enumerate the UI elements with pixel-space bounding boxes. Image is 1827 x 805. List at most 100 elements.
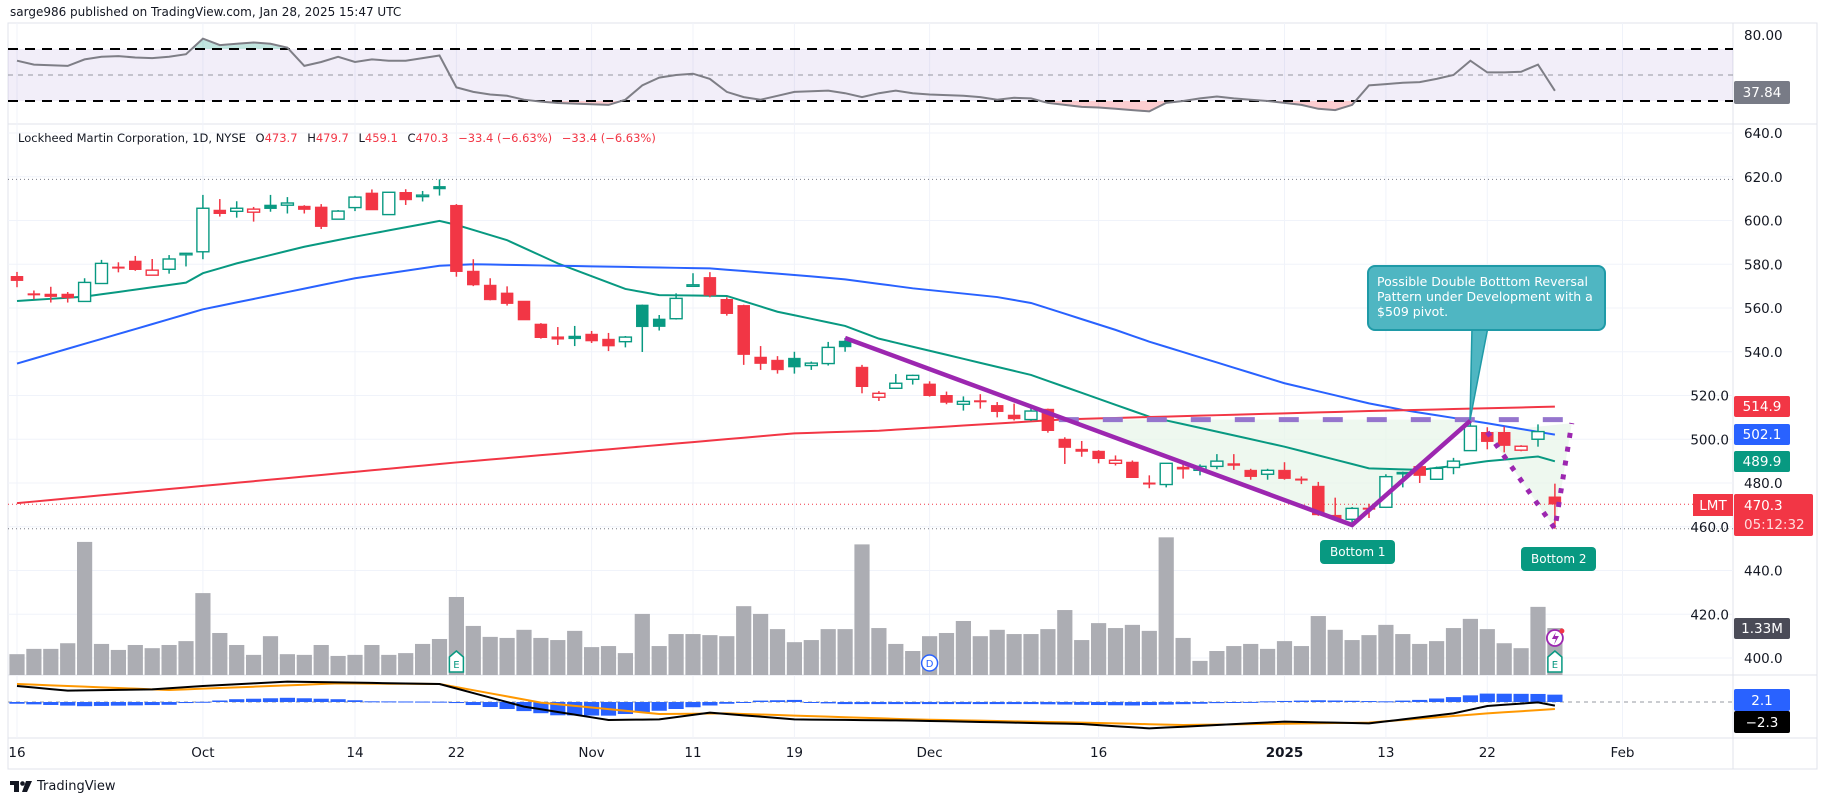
ohlc-low: L459.1 <box>358 131 397 145</box>
macd-histogram-bar <box>786 699 802 702</box>
candle <box>956 396 971 411</box>
candle-body <box>855 366 869 387</box>
volume-bar <box>1226 646 1242 675</box>
candle <box>1481 427 1494 450</box>
candle <box>264 194 277 212</box>
pattern-fill-area <box>1066 419 1471 525</box>
macd-histogram-bar <box>212 700 228 702</box>
macd-histogram-bar <box>651 702 667 711</box>
candle <box>500 286 514 306</box>
macd-histogram-bar <box>127 702 143 706</box>
date-axis[interactable]: 16 Oct 14 22 Nov 11 19 Dec 16 2025 13 22 Feb <box>8 745 1634 761</box>
candle-body <box>872 392 886 398</box>
double-bottom-line[interactable] <box>844 335 1472 528</box>
bottom-2-label[interactable]: Bottom 2 <box>1521 547 1597 571</box>
low-label: L <box>358 131 365 145</box>
candle-body <box>889 382 903 389</box>
macd-histogram-bar <box>1226 702 1242 703</box>
open-value: 473.7 <box>264 131 298 145</box>
candle <box>1210 454 1224 470</box>
candle <box>804 361 818 370</box>
candle-body <box>956 400 971 405</box>
candle-body <box>618 336 633 343</box>
macd-histogram-bar <box>1192 702 1208 704</box>
macd-histogram-bar <box>854 702 870 705</box>
date-tick-label: 13 <box>1377 745 1394 761</box>
volume-bar <box>1429 641 1445 675</box>
bottom-1-label[interactable]: Bottom 1 <box>1320 540 1396 564</box>
candle <box>1531 424 1545 447</box>
candle <box>1446 457 1461 475</box>
candle-body <box>179 252 193 256</box>
macd-histogram-bar <box>820 702 836 704</box>
candle-body <box>365 192 379 211</box>
candle <box>551 327 565 345</box>
candle <box>703 272 717 298</box>
price-tick-label: 460.0 <box>1690 520 1729 536</box>
candle-body <box>1260 469 1275 475</box>
price-tick-label: 440.0 <box>1744 564 1783 580</box>
volume-bar <box>110 649 126 675</box>
macd-histogram-bar <box>1513 693 1529 702</box>
macd-histogram-bar <box>262 698 279 702</box>
candle <box>686 273 700 288</box>
rsi-badge <box>1734 81 1790 104</box>
callout-pointer <box>1469 326 1489 421</box>
symbol-title: Lockheed Martin Corporation, 1D, NYSE <box>18 131 246 145</box>
moving-average-line-0 <box>16 219 1556 471</box>
callout-note[interactable]: Possible Double Botttom Reversal Pattern… <box>1367 265 1606 331</box>
volume-bar <box>1158 537 1174 675</box>
rsi-axis-80: 80.00 <box>1744 28 1783 44</box>
volume-bar <box>871 628 887 675</box>
candle-body <box>1126 461 1139 478</box>
candle-body <box>1007 414 1021 420</box>
symbol-legend[interactable]: Lockheed Martin Corporation, 1D, NYSE O4… <box>18 131 662 145</box>
candle <box>145 259 159 276</box>
candle-body <box>1295 478 1308 481</box>
volume-bar <box>972 636 988 675</box>
volume-bar <box>1293 646 1309 675</box>
macd-histogram-bar <box>279 697 295 702</box>
footer-brand[interactable]: TradingView <box>10 779 116 794</box>
volume-bar <box>1445 628 1462 675</box>
volume-bar <box>803 640 819 675</box>
volume-bar <box>736 606 752 675</box>
macd-histogram-bar <box>77 702 93 707</box>
date-tick-label: 11 <box>684 745 701 761</box>
candle-body <box>838 340 852 348</box>
candle-body <box>415 194 430 198</box>
candle-body <box>990 405 1004 412</box>
candle <box>771 356 784 374</box>
candle <box>1058 437 1072 464</box>
macd-histogram-bar <box>922 702 938 705</box>
macd-histogram-bar <box>972 702 988 705</box>
candle-body <box>1548 496 1562 505</box>
volume-bar <box>1361 635 1377 675</box>
macd-histogram-bar <box>1209 702 1225 704</box>
dividend-icon[interactable] <box>920 654 939 672</box>
candle-body <box>162 258 176 270</box>
macd-histogram-bar <box>1040 702 1056 705</box>
candle <box>1075 441 1088 457</box>
candle <box>534 323 548 339</box>
price-axis[interactable]: 640.0 620.0 600.0 580.0 560.0 540.0 520.0 500.0… <box>1690 126 1782 667</box>
candle-body <box>112 266 125 269</box>
price-tick-label: 640.0 <box>1744 126 1783 142</box>
earnings-icon[interactable] <box>1547 650 1563 673</box>
macd-histogram-bar <box>1006 702 1022 705</box>
candle-body <box>1531 430 1545 440</box>
macd-histogram-bar <box>1260 701 1276 703</box>
macd-histogram-bar <box>1378 701 1394 703</box>
candle-body <box>450 204 463 272</box>
rsi-value: 37.84 <box>1743 85 1782 101</box>
volume-bar <box>1074 640 1090 675</box>
volume-bar <box>1091 623 1107 675</box>
grid-lines <box>8 23 1733 738</box>
earnings-icon[interactable] <box>448 650 465 673</box>
macd-histogram-bar <box>364 701 380 703</box>
candle <box>450 204 463 277</box>
candle <box>821 341 835 366</box>
close-label: C <box>407 131 416 145</box>
